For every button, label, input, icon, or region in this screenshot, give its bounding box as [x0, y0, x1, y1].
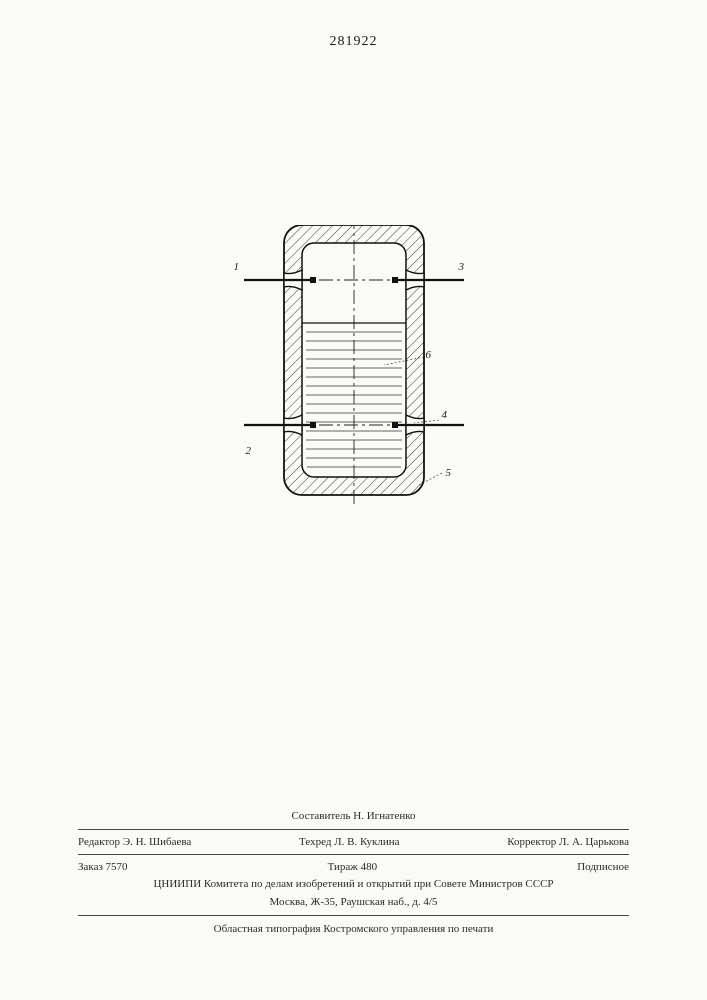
- figure-label-4: 4: [442, 409, 448, 421]
- page-number: 281922: [330, 34, 378, 50]
- editors-row: Редактор Э. Н. Шибаева Техред Л. В. Кукл…: [78, 834, 629, 850]
- technical-figure: 1 3 2 4 5 6: [214, 225, 494, 535]
- printer-line: Областная типография Костромского управл…: [78, 920, 629, 938]
- institute-line: ЦНИИПИ Комитета по делам изобретений и о…: [78, 875, 629, 893]
- figure-label-2: 2: [246, 445, 252, 457]
- document-footer: Составитель Н. Игнатенко Редактор Э. Н. …: [78, 807, 629, 938]
- figure-label-3: 3: [459, 261, 465, 273]
- figure-label-1: 1: [234, 261, 240, 273]
- figure-label-5: 5: [446, 467, 452, 479]
- compiler-line: Составитель Н. Игнатенко: [78, 807, 629, 825]
- figure-label-6: 6: [426, 349, 432, 361]
- order-row: Заказ 7570 Тираж 480 Подписное: [78, 859, 629, 875]
- address-line: Москва, Ж-35, Раушская наб., д. 4/5: [78, 893, 629, 911]
